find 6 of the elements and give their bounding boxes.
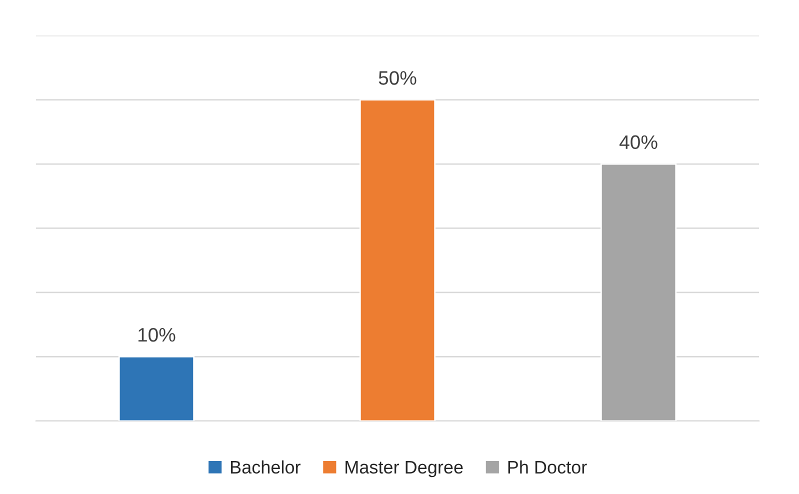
legend-label: Ph Doctor [508,460,587,474]
legend-label: Bachelor [231,460,300,474]
legend-label: Master Degree [346,461,463,478]
data-label: 10% [138,328,176,342]
data-label: 40% [620,135,658,150]
data-label: 50% [378,71,416,85]
